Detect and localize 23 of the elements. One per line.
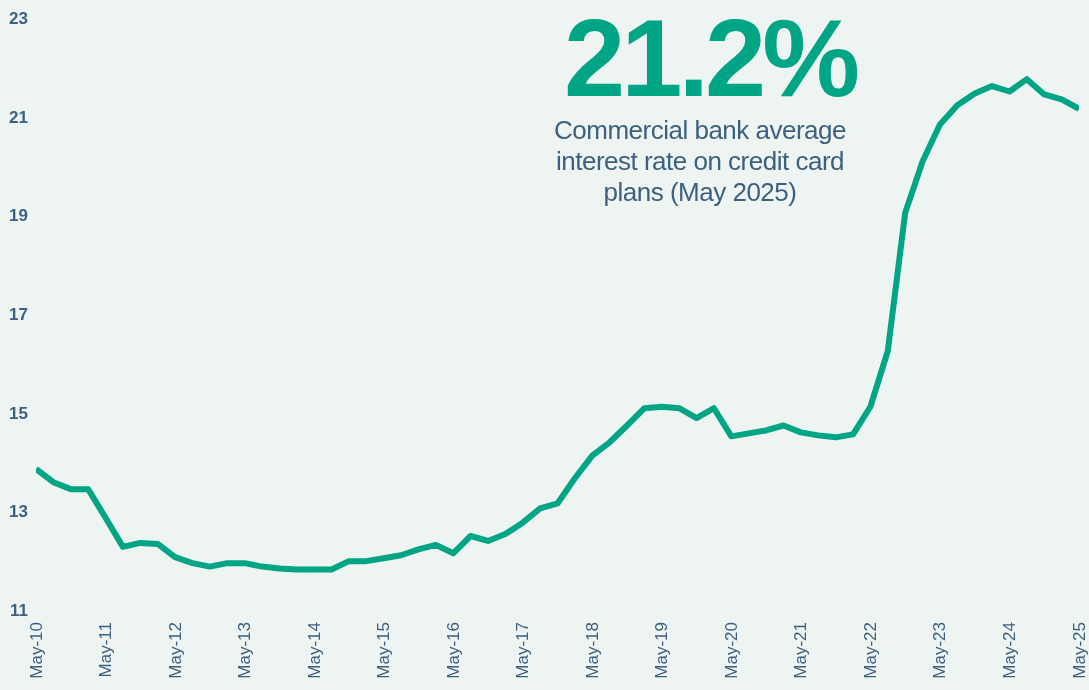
x-tick-label: May-25: [1069, 622, 1089, 679]
x-tick-label: May-19: [652, 622, 672, 679]
x-tick-label: May-12: [165, 622, 185, 679]
x-tick-label: May-17: [513, 622, 533, 679]
x-tick-label: May-21: [791, 622, 811, 679]
y-tick-label: 17: [9, 305, 28, 325]
y-tick-label: 13: [9, 502, 28, 522]
y-tick-label: 11: [10, 601, 28, 621]
x-tick-label: May-22: [860, 622, 880, 679]
x-tick-label: May-10: [26, 622, 46, 679]
x-tick-label: May-24: [999, 622, 1019, 679]
y-tick-label: 23: [9, 9, 28, 29]
x-tick-label: May-16: [443, 622, 463, 679]
x-tick-label: May-23: [930, 622, 950, 679]
x-tick-label: May-20: [721, 622, 741, 679]
x-tick-label: May-18: [582, 622, 602, 679]
x-tick-label: May-15: [374, 622, 394, 679]
y-tick-label: 21: [9, 107, 28, 127]
x-tick-label: May-14: [304, 622, 324, 679]
x-tick-label: May-11: [96, 622, 116, 678]
y-tick-label: 19: [9, 206, 28, 226]
x-tick-label: May-13: [235, 622, 255, 679]
y-tick-label: 15: [9, 403, 28, 423]
